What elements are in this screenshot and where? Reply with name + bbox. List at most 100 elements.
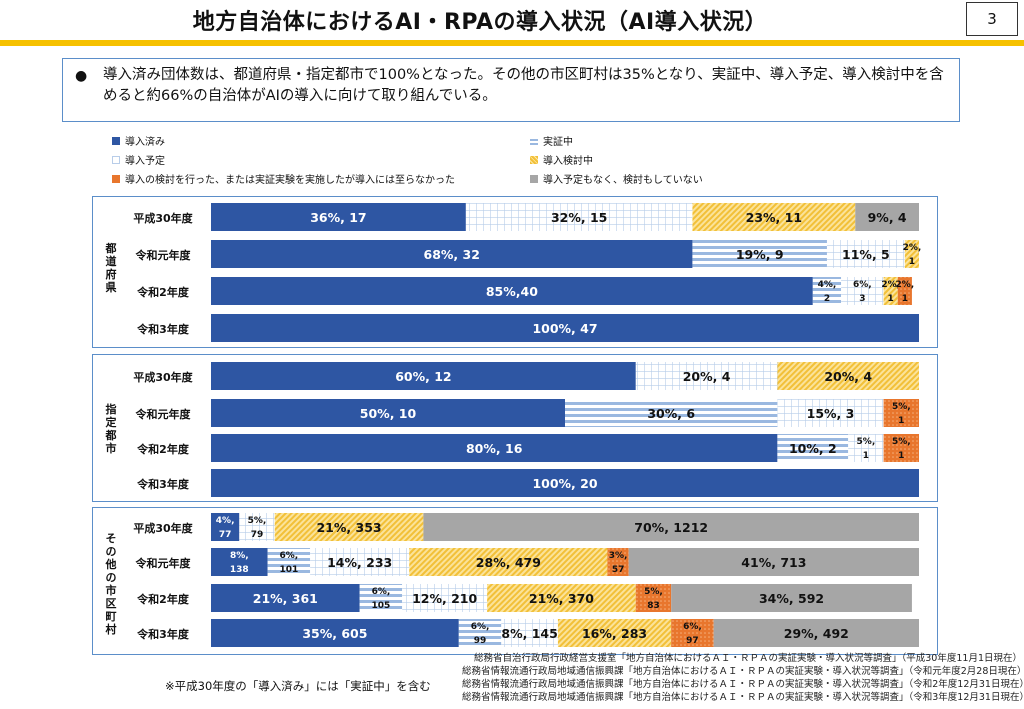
data-label-count: 1: [909, 257, 915, 267]
data-label: 12%, 210: [412, 591, 477, 606]
seg-not-adopted: [671, 619, 714, 647]
page-number: 3: [966, 2, 1018, 36]
data-label-count: 1: [902, 294, 908, 304]
data-label: 2%,: [895, 280, 914, 290]
data-label-count: 97: [686, 636, 699, 646]
data-label: 70%, 1212: [634, 520, 708, 535]
seg-none: [855, 203, 919, 231]
data-label: 20%, 4: [824, 369, 872, 384]
data-label: 68%, 32: [424, 247, 480, 262]
source-notes: 総務省自治行政局行政経営支援室「地方自治体におけるＡＩ・ＲＰＡの実証実験・導入状…: [462, 652, 1024, 704]
page-title: 地方自治体におけるAI・RPAの導入状況（AI導入状況）: [192, 10, 768, 35]
legend-item-considering: 導入検討中: [530, 152, 593, 167]
data-label-count: 77: [219, 530, 232, 540]
legend-label: 導入予定もなく、検討もしていない: [543, 175, 703, 186]
row-label: 令和3年度: [137, 478, 189, 491]
data-label: 5%,: [248, 516, 267, 526]
seg-deployed: [211, 203, 466, 231]
data-label: 5%,: [857, 437, 876, 447]
data-label: 41%, 713: [741, 555, 806, 570]
title-rule: [0, 40, 1024, 46]
data-label: 80%, 16: [466, 441, 523, 456]
seg-deployed: [211, 434, 778, 462]
group-label-prefectures: 都道府県: [105, 242, 117, 294]
data-label: 4%,: [818, 280, 837, 290]
seg-planned: [841, 277, 884, 305]
seg-none: [628, 548, 919, 576]
data-label: 4%,: [216, 516, 235, 526]
row-label: 平成30年度: [133, 522, 193, 535]
legend-swatch: [530, 155, 538, 164]
data-label: 28%, 479: [476, 555, 541, 570]
legend-label: 導入済み: [125, 137, 165, 148]
seg-not-adopted: [607, 548, 629, 576]
group-label-other-municipalities: その他の市区町村: [105, 532, 117, 636]
data-label: 8%,: [230, 551, 249, 561]
seg-considering: [487, 584, 636, 612]
seg-not-adopted: [883, 434, 919, 462]
panel-other-municipalities: [92, 507, 938, 655]
legend-swatch: [530, 174, 538, 183]
legend-item-planned: 導入予定: [112, 152, 165, 167]
data-label: 21%, 353: [316, 520, 381, 535]
row-label: 令和3年度: [137, 323, 189, 336]
seg-trial: [458, 619, 502, 647]
legend-item-not-adopted: 導入の検討を行った、または実証実験を実施したが導入には至らなかった: [112, 171, 455, 186]
seg-considering: [274, 513, 424, 541]
data-label: 15%, 3: [807, 406, 855, 421]
seg-planned: [826, 240, 905, 268]
row-label: 令和元年度: [135, 249, 191, 262]
legend-label: 実証中: [543, 137, 573, 148]
data-label-count: 2: [824, 294, 830, 304]
data-label: 21%, 361: [253, 591, 318, 606]
data-label: 29%, 492: [784, 626, 849, 641]
seg-not-adopted: [897, 277, 912, 305]
row-label: 平成30年度: [133, 212, 193, 225]
data-label: 3%,: [609, 551, 628, 561]
data-label-count: 138: [230, 565, 249, 575]
seg-not-adopted: [883, 399, 919, 427]
row-label: 平成30年度: [133, 371, 193, 384]
seg-planned: [635, 362, 778, 390]
summary-box: ● 導入済み団体数は、都道府県・指定都市で100%となった。その他の市区町村は3…: [62, 58, 960, 122]
data-label: 36%, 17: [310, 210, 366, 225]
data-label: 19%, 9: [736, 247, 784, 262]
data-label: 30%, 6: [647, 406, 695, 421]
seg-deployed: [211, 314, 919, 342]
row-label: 令和2年度: [137, 593, 189, 606]
data-label-count: 105: [372, 601, 391, 611]
seg-considering: [777, 362, 919, 390]
seg-deployed: [211, 362, 636, 390]
data-label: 16%, 283: [582, 626, 647, 641]
source-line: 総務省情報流通行政局地域通信振興課「地方自治体におけるＡＩ・ＲＰＡの実証実験・導…: [462, 692, 1024, 703]
source-line: 総務省情報流通行政局地域通信振興課「地方自治体におけるＡＩ・ＲＰＡの実証実験・導…: [462, 679, 1024, 690]
data-label: 14%, 233: [327, 555, 392, 570]
data-label: 23%, 11: [746, 210, 802, 225]
seg-deployed: [211, 469, 919, 497]
data-label: 50%, 10: [360, 406, 417, 421]
data-label: 2%,: [881, 280, 900, 290]
group-label-designated-cities: 指定都市: [105, 403, 117, 455]
panel-designated-cities: [92, 354, 938, 502]
seg-none: [713, 619, 919, 647]
legend-item-deployed: 導入済み: [112, 133, 165, 148]
row-label: 令和2年度: [137, 286, 189, 299]
legend-swatch: [112, 136, 120, 145]
seg-deployed: [211, 277, 813, 305]
seg-none: [671, 584, 912, 612]
seg-considering: [557, 619, 672, 647]
seg-deployed: [211, 548, 268, 576]
legend-swatch: [112, 155, 120, 164]
seg-deployed: [211, 513, 240, 541]
data-label: 6%,: [471, 622, 490, 632]
row-label: 令和元年度: [135, 557, 191, 570]
data-label: 100%, 20: [532, 476, 597, 491]
data-label: 2%,: [903, 243, 922, 253]
panel-prefectures: [92, 196, 938, 348]
seg-planned: [239, 513, 275, 541]
seg-planned: [848, 434, 884, 462]
legend-item-trial: 実証中: [530, 133, 573, 148]
legend-label: 導入検討中: [543, 156, 593, 167]
data-label-count: 79: [251, 530, 264, 540]
seg-deployed: [211, 584, 360, 612]
